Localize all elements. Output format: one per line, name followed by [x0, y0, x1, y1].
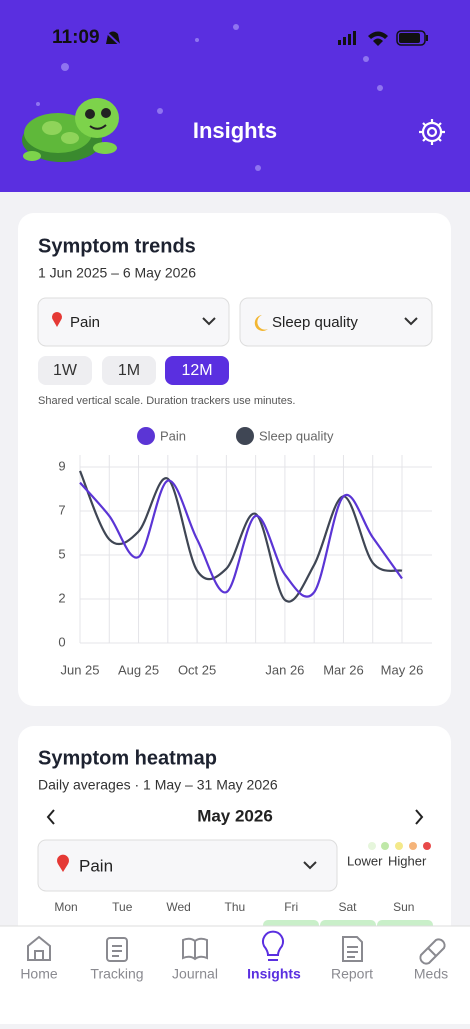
range-button[interactable]: 1M: [102, 356, 156, 385]
header-title: Insights: [193, 118, 277, 143]
next-month[interactable]: [415, 809, 424, 825]
weekday-label: Sat: [338, 900, 357, 914]
y-tick-label: 9: [58, 458, 65, 473]
legend-swatch: [137, 427, 155, 445]
turtle-logo: [22, 98, 119, 162]
nav-label[interactable]: Tracking: [90, 966, 143, 982]
range-label: 1M: [118, 362, 140, 379]
nav-label[interactable]: Insights: [247, 966, 301, 982]
card-title: Symptom heatmap: [38, 747, 217, 769]
select-label: Pain: [70, 314, 100, 331]
weekday-label: Sun: [393, 900, 414, 914]
select-label: Pain: [79, 856, 113, 875]
nav-icons: [27, 930, 446, 965]
heatmap-select[interactable]: Pain: [37, 839, 338, 892]
status-time: 11:09: [52, 27, 100, 48]
range-button[interactable]: 12M: [165, 356, 229, 385]
range-button[interactable]: 1W: [38, 356, 92, 385]
nav-bar: [0, 926, 470, 1024]
y-tick-label: 5: [58, 546, 65, 561]
x-tick-label: Oct 25: [178, 662, 216, 677]
status-icons: [103, 29, 428, 47]
series-line: [79, 479, 403, 598]
settings-button[interactable]: [419, 119, 445, 145]
date-range: 1 Jun 2025 – 6 May 2026: [38, 265, 196, 281]
weekday-label: Wed: [166, 900, 190, 914]
range-label: 12M: [181, 362, 212, 379]
x-tick-label: May 26: [381, 662, 424, 677]
select-label: Sleep quality: [272, 314, 358, 331]
nav-label[interactable]: Meds: [414, 966, 448, 982]
legend-swatch: [236, 427, 254, 445]
nav-label[interactable]: Home: [20, 966, 58, 982]
x-tick-label: Mar 26: [323, 662, 363, 677]
symptom-select[interactable]: Pain: [37, 297, 230, 347]
nav-label[interactable]: Report: [331, 966, 373, 982]
note: Shared vertical scale. Duration trackers…: [38, 395, 295, 407]
card-title: Symptom trends: [38, 235, 196, 257]
x-tick-label: Aug 25: [118, 662, 159, 677]
weekday-row: Mon Tue Wed Thu Fri Sat Sun: [54, 900, 414, 914]
heatmap-legend-dots: [368, 842, 431, 850]
month: May 2026: [197, 806, 273, 825]
x-tick-label: Jan 26: [265, 662, 304, 677]
legend-label: Sleep quality: [259, 428, 334, 443]
y-tick-label: 0: [58, 634, 65, 649]
y-tick-label: 2: [58, 590, 65, 605]
weekday-label: Mon: [54, 900, 77, 914]
stars: [36, 24, 383, 171]
x-tick-label: Jun 25: [60, 662, 99, 677]
weekday-label: Fri: [284, 900, 298, 914]
line-chart: Pain Sleep quality 0 2 5 7 9 Jun 25 Aug 25 Oct 25…: [58, 427, 432, 677]
y-tick-label: 7: [58, 502, 65, 517]
nav-label[interactable]: Journal: [172, 966, 218, 982]
range-label: 1W: [53, 362, 78, 379]
trends-card: [18, 213, 451, 706]
prev-month[interactable]: [46, 809, 55, 825]
weekday-label: Thu: [225, 900, 246, 914]
weekday-label: Tue: [112, 900, 133, 914]
legend-high: Higher: [388, 853, 427, 868]
subtitle: Daily averages · 1 May – 31 May 2026: [38, 777, 278, 793]
nav-labels: Home Tracking Journal Insights Report Meds: [20, 966, 448, 982]
legend-label: Pain: [160, 428, 186, 443]
legend-low: Lower: [347, 853, 383, 868]
symptom-select[interactable]: Sleep quality: [239, 297, 433, 347]
